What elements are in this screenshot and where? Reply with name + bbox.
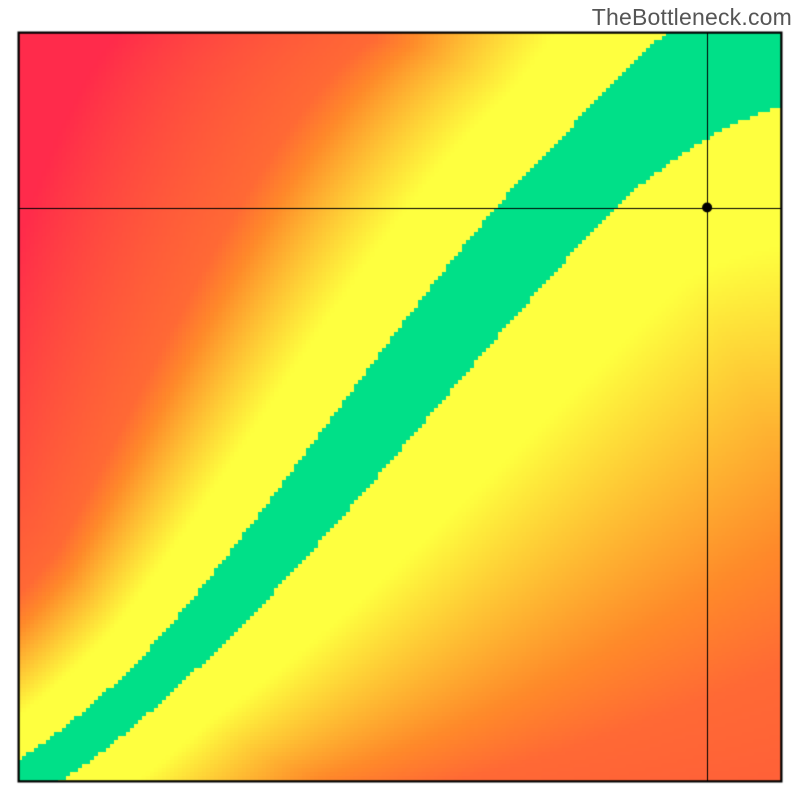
bottleneck-heatmap-canvas: [0, 0, 800, 800]
watermark-label: TheBottleneck.com: [592, 4, 792, 31]
chart-container: TheBottleneck.com: [0, 0, 800, 800]
